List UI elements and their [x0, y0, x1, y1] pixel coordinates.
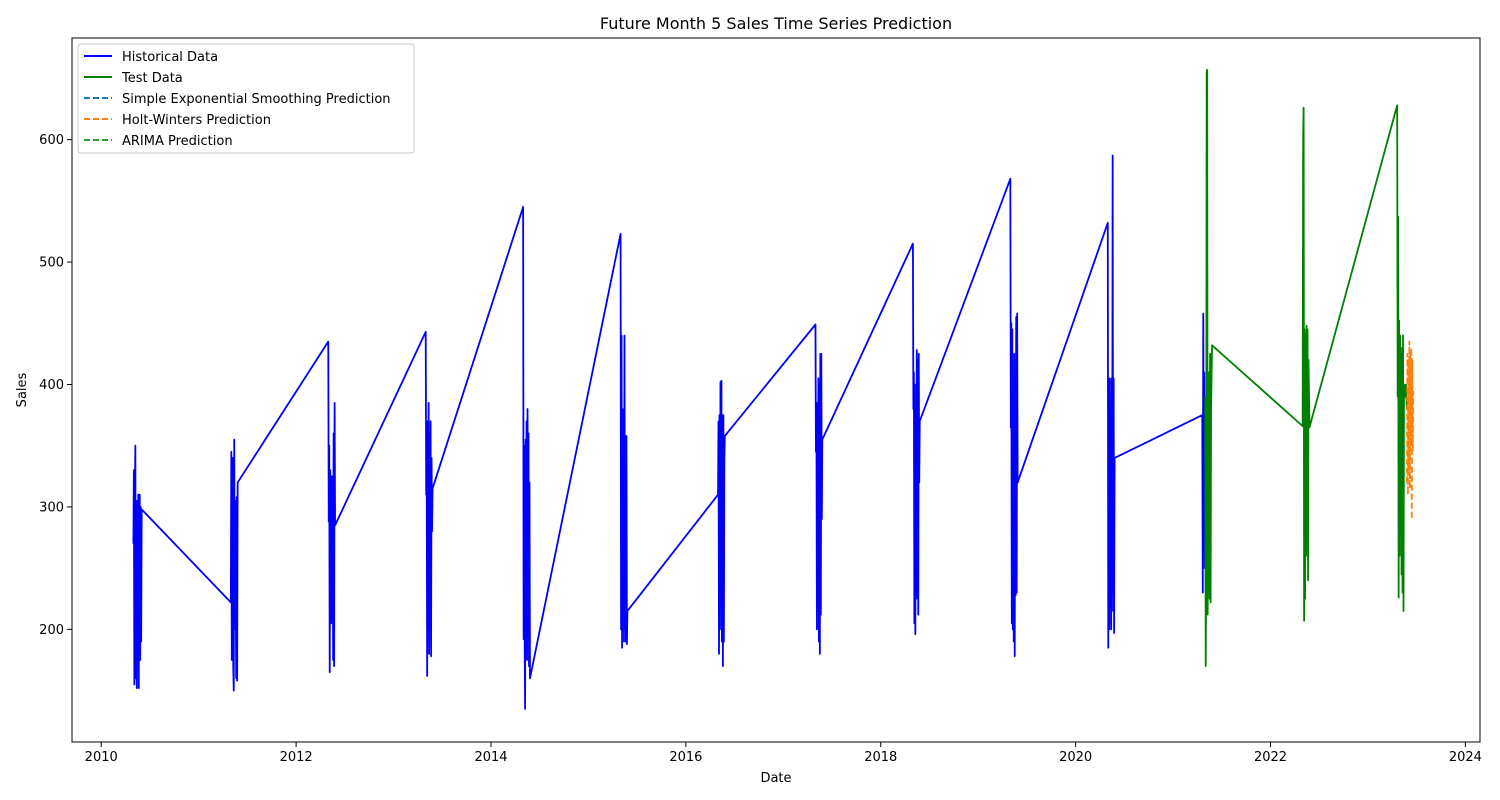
y-tick-label: 200: [39, 623, 64, 638]
x-axis-label: Date: [760, 771, 791, 786]
x-tick-label: 2018: [864, 750, 897, 765]
series-line-holt-winters-prediction: [1406, 340, 1415, 521]
plot-series-group: [132, 68, 1415, 710]
series-line-test-data: [1204, 68, 1408, 667]
x-tick-label: 2012: [280, 750, 313, 765]
y-tick-label: 300: [39, 500, 64, 515]
x-tick-label: 2016: [669, 750, 702, 765]
plot-frame: [71, 37, 1481, 743]
x-tick-label: 2024: [1449, 750, 1482, 765]
y-axis: 200 300 400 500 600: [39, 133, 72, 638]
y-tick-label: 400: [39, 378, 64, 393]
series-line-historical-data: [132, 154, 1207, 710]
legend-box: [77, 43, 415, 154]
y-tick-label: 500: [39, 256, 64, 271]
legend-label-historical: Historical Data: [122, 50, 218, 65]
legend-label-arima: ARIMA Prediction: [122, 134, 233, 149]
y-tick-label: 600: [39, 133, 64, 148]
chart-title: Future Month 5 Sales Time Series Predict…: [600, 14, 952, 33]
x-tick-label: 2014: [474, 750, 507, 765]
x-tick-label: 2010: [85, 750, 118, 765]
legend-label-test: Test Data: [121, 71, 183, 86]
y-axis-label: Sales: [15, 372, 30, 407]
legend: Historical Data Test Data Simple Exponen…: [77, 43, 415, 154]
x-tick-label: 2022: [1254, 750, 1287, 765]
legend-label-holt-winters: Holt-Winters Prediction: [122, 113, 271, 128]
legend-label-ses: Simple Exponential Smoothing Prediction: [122, 92, 391, 107]
x-tick-label: 2020: [1059, 750, 1092, 765]
x-axis: 2010 2012 2014 2016 2018 2020 2022 2024: [85, 742, 1482, 765]
